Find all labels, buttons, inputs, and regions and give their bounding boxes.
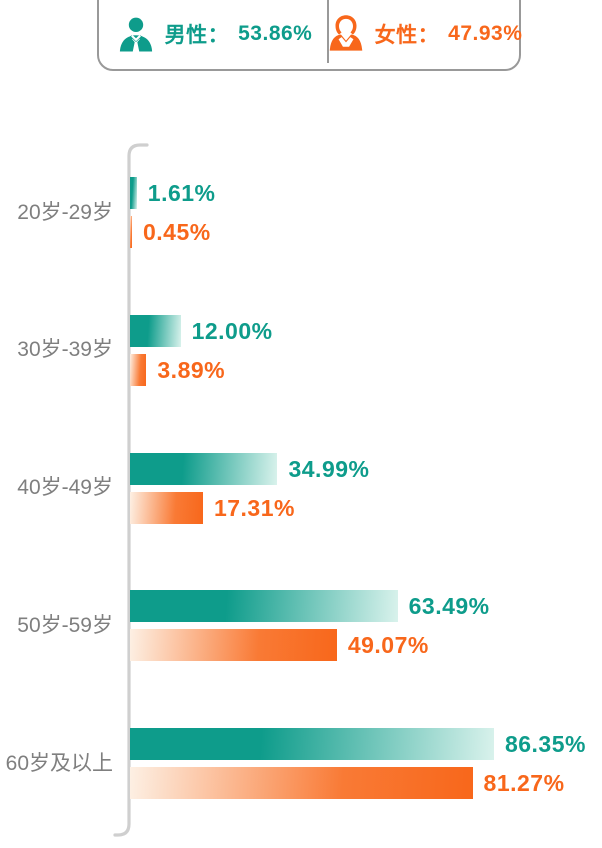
- female-value-label: 81.27%: [483, 770, 565, 796]
- category-label: 60岁及以上: [5, 751, 113, 775]
- female-bar: [130, 629, 337, 662]
- male-bar: [130, 728, 494, 760]
- legend-female-value: 47.93%: [448, 21, 523, 45]
- female-value-label: 17.31%: [213, 494, 295, 521]
- female-bar: [130, 491, 203, 524]
- legend-divider: [327, 0, 329, 63]
- legend-male-value: 53.86%: [238, 21, 313, 45]
- male-value-label: 1.61%: [147, 180, 216, 206]
- male-value-label: 86.35%: [504, 731, 586, 757]
- legend-male-entry: 男性： 53.86%: [99, 0, 328, 69]
- male-value-label: 34.99%: [288, 455, 370, 482]
- male-bar: [130, 590, 398, 623]
- male-bar: [130, 314, 181, 347]
- legend-male-label: 男性：: [164, 23, 230, 47]
- legend-female-label: 女性：: [374, 23, 440, 47]
- female-value-label: 3.89%: [157, 356, 226, 383]
- male-bar: [130, 177, 137, 209]
- category-label: 40岁-49岁: [17, 476, 113, 499]
- male-value-label: 12.00%: [191, 317, 273, 344]
- legend-female-entry: 女性： 47.93%: [328, 0, 523, 69]
- male-bar: [130, 452, 278, 485]
- category-label: 30岁-39岁: [17, 338, 113, 362]
- female-bar: [130, 216, 132, 248]
- male-value-label: 63.49%: [408, 593, 490, 620]
- male-person-icon: [119, 17, 152, 51]
- female-person-icon: [329, 14, 362, 51]
- female-value-label: 0.45%: [143, 219, 211, 245]
- y-axis-line: [113, 143, 149, 837]
- female-bar: [130, 353, 147, 386]
- category-label: 20岁-29岁: [17, 200, 113, 224]
- female-bar: [130, 767, 473, 799]
- female-value-label: 49.07%: [347, 632, 429, 659]
- legend: 男性： 53.86% 女性： 47.93%: [97, 0, 523, 71]
- category-label: 50岁-59岁: [17, 613, 113, 637]
